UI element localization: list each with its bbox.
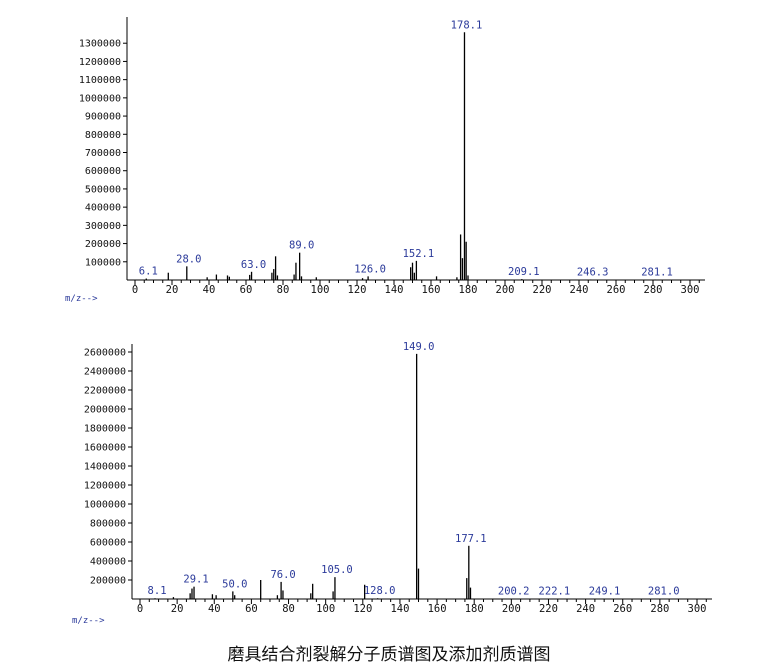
x-tick-label: 140 bbox=[385, 284, 404, 296]
peak-label: 6.1 bbox=[139, 266, 158, 278]
figure-caption: 磨具结合剂裂解分子质谱图及添加剂质谱图 bbox=[227, 645, 551, 665]
y-tick-label: 1600000 bbox=[84, 443, 126, 454]
axis-prompt-label: m/z--> bbox=[65, 294, 98, 304]
x-tick-label: 300 bbox=[688, 603, 707, 615]
x-tick-label: 0 bbox=[132, 284, 138, 296]
spectrum-chart-2: 200000 400000 600000 800000 1000000 1200000 14… bbox=[72, 341, 712, 626]
peak-label: 152.1 bbox=[403, 248, 435, 260]
x-tick-label: 120 bbox=[353, 603, 372, 615]
y-tick-label: 1200000 bbox=[79, 57, 121, 68]
x-tick-label: 160 bbox=[428, 603, 447, 615]
y-tick-label: 200000 bbox=[85, 239, 121, 250]
x-tick-label: 20 bbox=[171, 603, 184, 615]
y-tick-label: 1000000 bbox=[84, 500, 126, 511]
peak-label: 29.1 bbox=[183, 574, 208, 586]
x-tick-label: 20 bbox=[166, 284, 179, 296]
spectrum-chart-1: 100000 200000 300000 400000 500000 600000 7000… bbox=[65, 17, 705, 304]
peak-label: 246.3 bbox=[577, 266, 609, 278]
y-tick-label: 1100000 bbox=[79, 75, 121, 86]
peak-label: 89.0 bbox=[289, 240, 314, 252]
x-tick-label: 160 bbox=[422, 284, 441, 296]
x-tick-label: 260 bbox=[613, 603, 632, 615]
x-tick-label: 0 bbox=[137, 603, 143, 615]
y-tick-label: 2200000 bbox=[84, 386, 126, 397]
y-tick-label: 800000 bbox=[90, 519, 126, 530]
peak-label: 128.0 bbox=[364, 585, 396, 597]
y-tick-label: 500000 bbox=[85, 184, 121, 195]
peak-label: 178.1 bbox=[451, 19, 483, 31]
axis-prompt-label: m/z--> bbox=[72, 616, 105, 626]
x-tick-label: 140 bbox=[390, 603, 409, 615]
y-tick-label: 700000 bbox=[85, 148, 121, 159]
x-tick-label: 60 bbox=[245, 603, 258, 615]
x-tick-label: 40 bbox=[208, 603, 221, 615]
x-tick-label: 200 bbox=[496, 284, 515, 296]
x-tick-label: 80 bbox=[282, 603, 295, 615]
peak-label: 209.1 bbox=[508, 266, 540, 278]
peak-label: 149.0 bbox=[403, 341, 435, 353]
peak-label: 28.0 bbox=[176, 253, 201, 265]
x-tick-label: 100 bbox=[316, 603, 335, 615]
x-tick-label: 80 bbox=[277, 284, 290, 296]
y-tick-label: 1400000 bbox=[84, 462, 126, 473]
x-tick-label: 60 bbox=[240, 284, 253, 296]
x-tick-label: 180 bbox=[465, 603, 484, 615]
x-tick-label: 220 bbox=[533, 284, 552, 296]
y-tick-label: 2000000 bbox=[84, 405, 126, 416]
y-tick-label: 2600000 bbox=[84, 348, 126, 359]
peak-label: 281.1 bbox=[641, 266, 673, 278]
y-tick-label: 600000 bbox=[85, 166, 121, 177]
y-tick-label: 100000 bbox=[85, 257, 121, 268]
x-tick-label: 280 bbox=[650, 603, 669, 615]
y-tick-label: 1300000 bbox=[79, 39, 121, 50]
y-tick-label: 1000000 bbox=[79, 93, 121, 104]
x-tick-label: 280 bbox=[644, 284, 663, 296]
peak-label: 63.0 bbox=[241, 259, 266, 271]
x-tick-label: 240 bbox=[570, 284, 589, 296]
y-tick-label: 900000 bbox=[85, 112, 121, 123]
y-tick-label: 400000 bbox=[90, 557, 126, 568]
peak-label: 105.0 bbox=[321, 564, 353, 576]
y-tick-label: 1200000 bbox=[84, 481, 126, 492]
peak-label: 281.0 bbox=[648, 586, 680, 598]
y-tick-label: 2400000 bbox=[84, 367, 126, 378]
x-tick-label: 220 bbox=[539, 603, 558, 615]
y-tick-label: 600000 bbox=[90, 538, 126, 549]
peak-label: 50.0 bbox=[222, 578, 247, 590]
peak-label: 177.1 bbox=[455, 533, 487, 545]
y-tick-label: 1800000 bbox=[84, 424, 126, 435]
y-tick-label: 200000 bbox=[90, 576, 126, 587]
x-tick-label: 260 bbox=[607, 284, 626, 296]
y-tick-label: 300000 bbox=[85, 221, 121, 232]
x-tick-label: 180 bbox=[459, 284, 478, 296]
peak-label: 200.2 bbox=[498, 586, 530, 598]
x-tick-label: 120 bbox=[348, 284, 367, 296]
peak-label: 126.0 bbox=[354, 263, 386, 275]
peak-label: 76.0 bbox=[270, 569, 295, 581]
peak-label: 222.1 bbox=[539, 586, 571, 598]
peak-label: 249.1 bbox=[589, 586, 621, 598]
x-tick-label: 300 bbox=[681, 284, 700, 296]
y-tick-label: 400000 bbox=[85, 203, 121, 214]
x-tick-label: 200 bbox=[502, 603, 521, 615]
x-tick-label: 100 bbox=[311, 284, 330, 296]
peak-label: 8.1 bbox=[148, 585, 167, 597]
x-tick-label: 240 bbox=[576, 603, 595, 615]
x-tick-label: 40 bbox=[203, 284, 216, 296]
y-tick-label: 800000 bbox=[85, 130, 121, 141]
